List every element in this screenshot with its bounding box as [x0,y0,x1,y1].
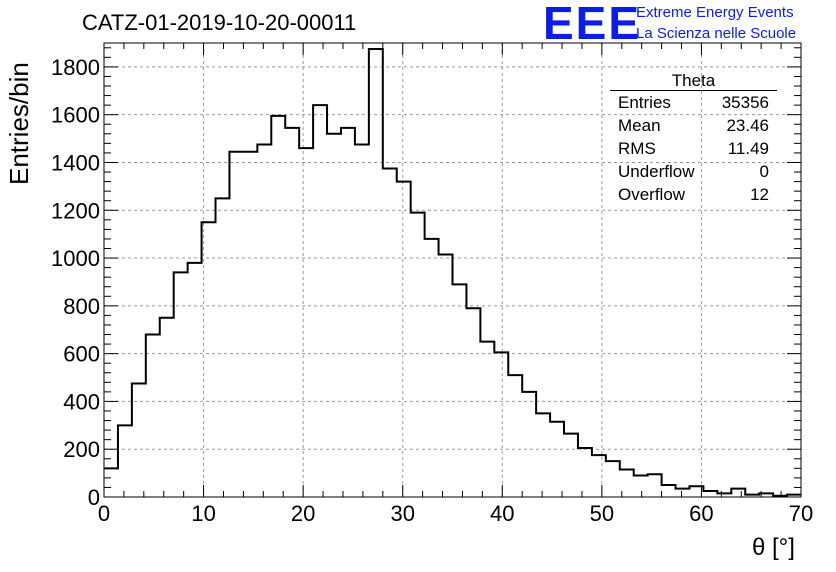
histogram-bin [550,422,564,497]
stats-label: Underflow [618,162,695,181]
stats-box: Theta Entries 35356 Mean 23.46 RMS 11.49… [610,72,777,206]
stats-label: RMS [618,139,656,158]
histogram-bin [355,145,369,497]
logo-line-2: La Scienza nelle Scuole [636,25,797,42]
stats-row-underflow: Underflow 0 [610,160,777,183]
histogram-bin [104,468,118,497]
histogram-bin [257,145,271,497]
histogram-bin [662,485,676,497]
histogram-bin [453,284,467,497]
histogram-bin [731,489,745,497]
histogram-bin [439,254,453,497]
logo-line-1: Extreme Energy Events [636,4,794,21]
x-tick-label: 60 [689,501,713,526]
histogram-bin [480,342,494,497]
histogram-bin [146,335,160,497]
y-tick-label: 1600 [51,103,100,128]
histogram-bin [229,152,243,497]
x-tick-label: 50 [590,501,614,526]
histogram-bin [369,49,383,497]
stats-value: 23.46 [726,116,769,135]
histogram [104,47,801,498]
histogram-outline [104,47,801,497]
histogram-bin [466,308,480,497]
x-tick-label: 40 [490,501,514,526]
y-tick-label: 400 [63,389,100,414]
y-tick-label: 1000 [51,246,100,271]
histogram-bin [327,134,341,497]
y-tick-label: 1800 [51,55,100,80]
x-tick-label: 20 [291,501,315,526]
x-axis-label: θ [°] [752,534,795,561]
histogram-bin [536,413,550,497]
histogram-bin [341,128,355,497]
histogram-bin [676,489,690,497]
stats-label: Overflow [618,185,686,204]
histogram-bin [174,272,188,497]
x-tick-label: 10 [191,501,215,526]
y-tick-label: 1400 [51,150,100,175]
histogram-bin [132,384,146,498]
histogram-bin [397,182,411,497]
histogram-bin [383,168,397,497]
histogram-bin [648,474,662,497]
y-tick-label: 0 [88,485,100,510]
histogram-bin [425,239,439,497]
histogram-bin [202,222,216,497]
tick-labels: 0 10 20 30 40 50 60 70 0 200 400 600 800 1000 1200 1400… [51,55,813,526]
axis-ticks [103,43,802,498]
plot-frame [103,42,802,498]
y-tick-label: 1200 [51,198,100,223]
stats-label: Mean [618,116,661,135]
stats-row-rms: RMS 11.49 [610,137,777,160]
stats-row-mean: Mean 23.46 [610,114,777,137]
stats-label: Entries [618,93,671,112]
histogram-bin [160,318,174,497]
plot-title: CATZ-01-2019-10-20-00011 [82,10,357,35]
stats-title: Theta [610,72,777,91]
histogram-bin [271,116,285,497]
y-tick-label: 200 [63,437,100,462]
histogram-bin [606,461,620,497]
histogram-bin [508,375,522,497]
histogram-bin [592,455,606,497]
histogram-bin [634,475,648,497]
y-axis-label: Entries/bin [4,62,34,185]
x-tick-label: 70 [789,501,813,526]
y-tick-label: 600 [63,342,100,367]
histogram-bin [188,263,202,497]
histogram-bin [411,213,425,497]
histogram-bin [285,128,299,497]
stats-row-entries: Entries 35356 [610,91,777,114]
stats-value: 11.49 [727,139,769,158]
histogram-bin [299,148,313,497]
eee-logo: EEE [543,0,642,49]
histogram-bin [313,105,327,497]
histogram-bin [243,152,257,497]
stats-value: 0 [759,162,769,181]
histogram-bin [494,352,508,497]
x-tick-label: 0 [98,501,110,526]
histogram-bin [118,425,132,497]
stats-value: 12 [750,185,769,204]
histogram-bin [216,198,230,497]
y-tick-label: 800 [63,294,100,319]
x-tick-label: 30 [390,501,414,526]
stats-row-overflow: Overflow 12 [610,183,777,206]
stats-value: 35356 [721,93,769,112]
histogram-bin [578,448,592,497]
histogram-bin [564,434,578,497]
histogram-bin [522,392,536,497]
